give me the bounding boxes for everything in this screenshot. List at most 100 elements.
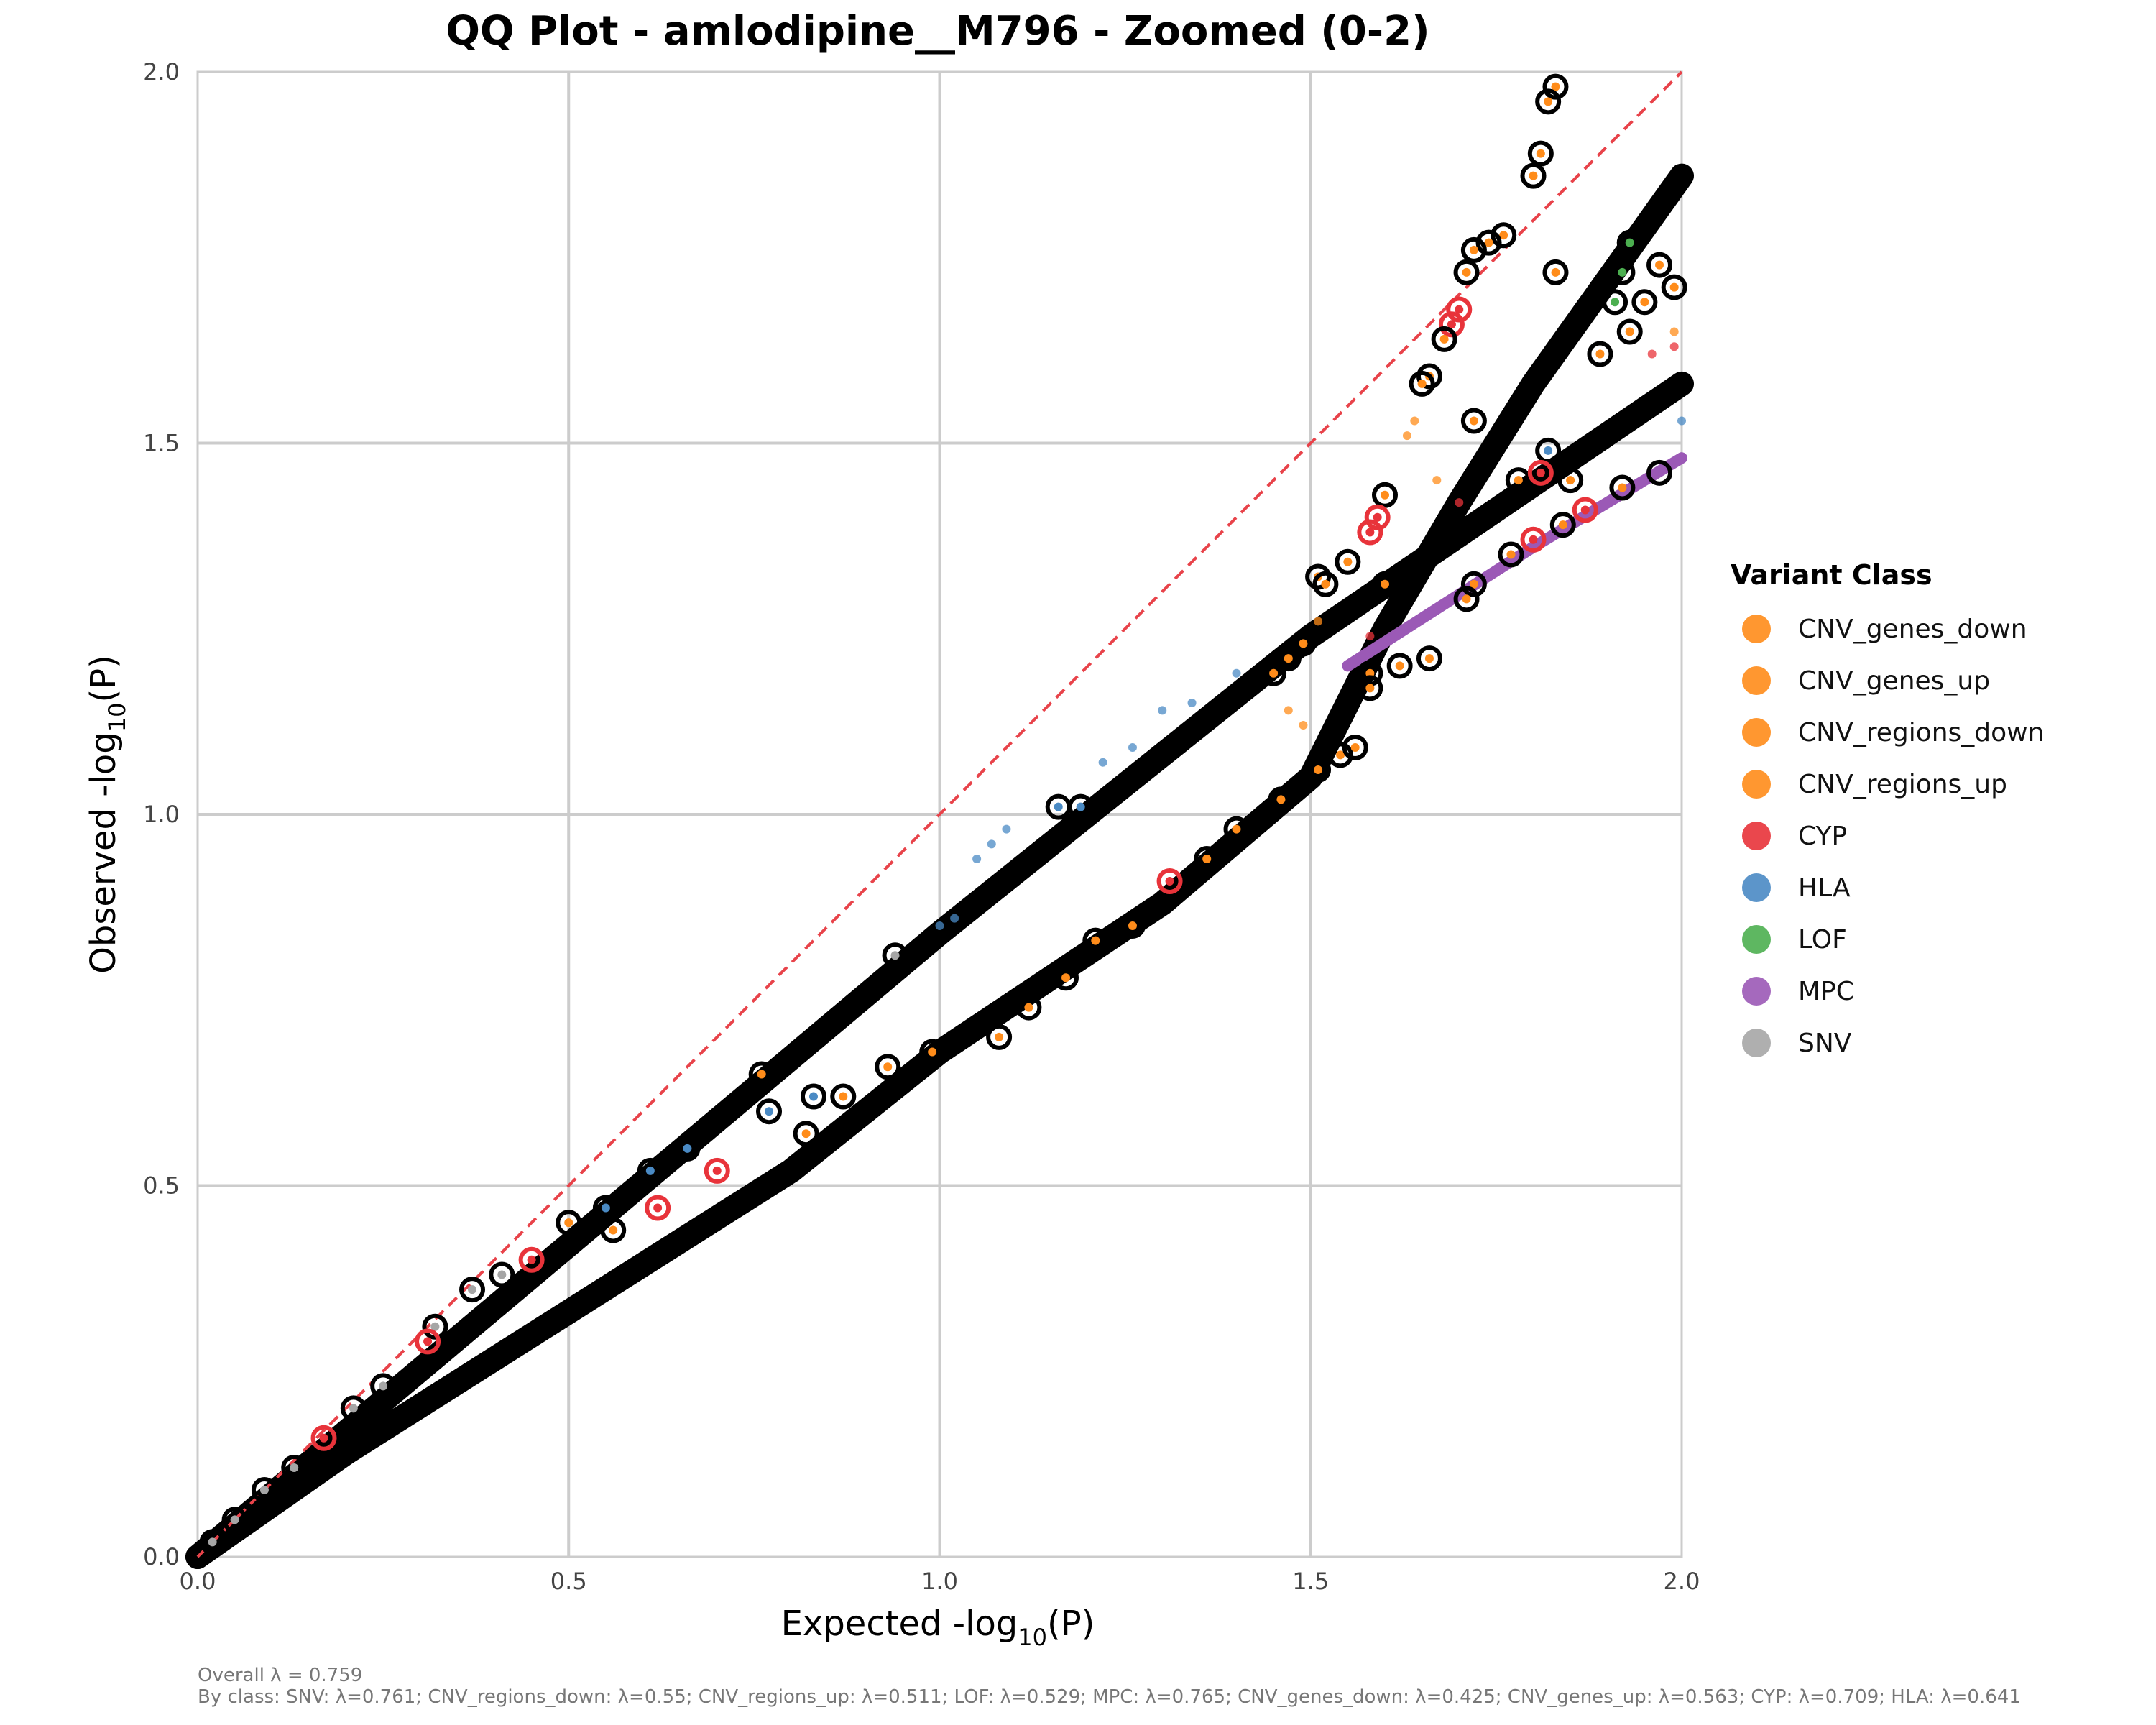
data-point-core: [1655, 468, 1664, 477]
data-point-ring: [1015, 994, 1042, 1021]
data-point: [1475, 229, 1502, 256]
x-tick-label: 0.5: [550, 1568, 587, 1595]
data-point: [1156, 868, 1183, 894]
data-point-core: [1625, 327, 1634, 336]
y-axis-label-tail: (P): [83, 655, 124, 702]
data-dot: [1647, 349, 1657, 359]
data-point-core: [1381, 490, 1389, 500]
data-point-ring: [1498, 541, 1524, 568]
data-point: [1609, 474, 1636, 501]
data-point-core: [1439, 334, 1449, 344]
data-point-core: [1232, 824, 1241, 834]
data-point: [1520, 526, 1547, 553]
legend-label: CYP: [1798, 822, 1847, 851]
data-point: [1491, 222, 1517, 249]
legend-item: HLA: [1742, 873, 1851, 903]
data-point-core: [1625, 238, 1634, 247]
y-tick-label: 2.0: [143, 58, 180, 86]
data-point-ring: [1616, 229, 1643, 256]
data-point-ring: [518, 1246, 545, 1273]
data-point-core: [1321, 579, 1330, 589]
plot-frame: [196, 70, 1683, 1558]
data-point-core: [712, 1166, 722, 1175]
data-point-ring: [1431, 326, 1457, 352]
data-point-core: [1618, 483, 1627, 492]
data-point: [1602, 289, 1628, 316]
data-point-core: [1462, 594, 1471, 604]
data-point-core: [1128, 921, 1137, 930]
data-point: [1275, 645, 1302, 672]
data-point-ring: [1305, 757, 1332, 783]
data-point-core: [1611, 298, 1620, 307]
data-point-core: [645, 1166, 655, 1175]
data-point-ring: [1609, 474, 1636, 501]
data-point: [1549, 512, 1576, 538]
data-point: [1527, 459, 1554, 486]
data-point: [1535, 88, 1562, 115]
chart-title: QQ Plot - amlodipine__M796 - Zoomed (0-2…: [446, 8, 1429, 55]
data-point-ring: [489, 1261, 515, 1288]
data-point-core: [1462, 267, 1471, 277]
data-point-core: [379, 1381, 388, 1391]
data-point: [1290, 630, 1317, 657]
data-point: [1015, 994, 1042, 1021]
data-point-ring: [875, 1054, 901, 1080]
data-point: [793, 1121, 819, 1147]
data-point-ring: [1275, 645, 1302, 672]
data-point-core: [765, 1107, 774, 1116]
data-point-core: [839, 1092, 848, 1101]
data-point-ring: [221, 1506, 248, 1533]
data-point-core: [1365, 528, 1375, 537]
data-point-ring: [1312, 571, 1339, 597]
data-point-core: [1469, 416, 1478, 426]
data-point-ring: [1067, 794, 1094, 820]
data-point-ring: [1505, 467, 1531, 494]
data-point-ring: [1357, 519, 1383, 546]
data-point-core: [1595, 349, 1605, 359]
reference-diagonal: [196, 70, 1683, 1558]
data-point-core: [1536, 149, 1545, 158]
data-point-ring: [1342, 735, 1368, 761]
data-point-core: [1551, 267, 1560, 277]
data-point: [1364, 504, 1391, 530]
data-point: [415, 1328, 441, 1355]
y-tick-label: 0.5: [143, 1172, 180, 1200]
data-point-core: [259, 1486, 269, 1495]
x-axis-label-sub: 10: [1018, 1624, 1047, 1651]
data-point: [1372, 571, 1398, 597]
data-point: [1661, 274, 1687, 300]
data-point-core: [683, 1144, 692, 1153]
legend-marker: [1742, 770, 1771, 799]
data-point-core: [601, 1203, 610, 1213]
data-point-ring: [1460, 236, 1487, 263]
data-point: [281, 1455, 308, 1481]
data-point-core: [1669, 282, 1679, 292]
data-point: [1587, 341, 1613, 367]
data-point: [1409, 370, 1435, 397]
data-point: [1460, 571, 1487, 597]
data-point: [1067, 794, 1094, 820]
data-point: [919, 1039, 946, 1065]
data-point: [251, 1477, 277, 1504]
data-dot: [1314, 617, 1323, 626]
data-point-core: [653, 1203, 663, 1213]
lambda-note: By class: SNV: λ=0.761; CNV_regions_down…: [198, 1686, 2021, 1708]
data-point-core: [609, 1225, 618, 1235]
data-point-core: [1544, 97, 1553, 106]
data-point: [1312, 571, 1339, 597]
data-point-ring: [1372, 571, 1398, 597]
data-point-core: [1455, 305, 1464, 314]
data-dot: [1677, 416, 1686, 426]
data-point-ring: [1520, 162, 1547, 189]
legend-label: CNV_genes_up: [1798, 666, 1990, 696]
data-point-core: [423, 1337, 433, 1346]
data-point: [1616, 318, 1643, 345]
data-point-ring: [1386, 653, 1413, 679]
data-point-core: [1566, 476, 1575, 485]
data-point: [1416, 645, 1442, 672]
data-point-core: [1424, 654, 1434, 663]
data-point-core: [995, 1032, 1004, 1041]
data-point-ring: [251, 1477, 277, 1504]
